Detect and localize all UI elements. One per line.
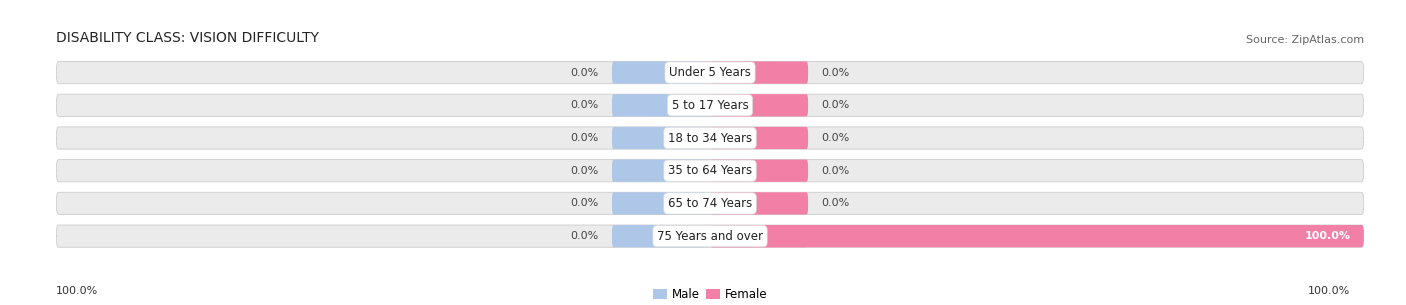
FancyBboxPatch shape — [56, 94, 1364, 117]
Text: Source: ZipAtlas.com: Source: ZipAtlas.com — [1246, 35, 1364, 45]
FancyBboxPatch shape — [612, 94, 710, 117]
FancyBboxPatch shape — [710, 160, 808, 182]
Text: Under 5 Years: Under 5 Years — [669, 66, 751, 79]
FancyBboxPatch shape — [56, 192, 1364, 214]
Text: 100.0%: 100.0% — [1305, 231, 1351, 241]
FancyBboxPatch shape — [56, 160, 1364, 182]
Legend: Male, Female: Male, Female — [648, 284, 772, 305]
Text: 35 to 64 Years: 35 to 64 Years — [668, 164, 752, 177]
Text: 0.0%: 0.0% — [821, 166, 849, 176]
FancyBboxPatch shape — [710, 62, 808, 84]
Text: DISABILITY CLASS: VISION DIFFICULTY: DISABILITY CLASS: VISION DIFFICULTY — [56, 31, 319, 45]
Text: 0.0%: 0.0% — [821, 199, 849, 208]
Text: 0.0%: 0.0% — [571, 199, 599, 208]
FancyBboxPatch shape — [56, 62, 1364, 84]
FancyBboxPatch shape — [612, 127, 710, 149]
Text: 75 Years and over: 75 Years and over — [657, 230, 763, 243]
Text: 65 to 74 Years: 65 to 74 Years — [668, 197, 752, 210]
FancyBboxPatch shape — [56, 225, 1364, 247]
Text: 0.0%: 0.0% — [571, 133, 599, 143]
FancyBboxPatch shape — [612, 225, 710, 247]
Text: 0.0%: 0.0% — [821, 133, 849, 143]
Text: 0.0%: 0.0% — [571, 68, 599, 77]
Text: 100.0%: 100.0% — [1308, 286, 1350, 296]
FancyBboxPatch shape — [612, 192, 710, 214]
FancyBboxPatch shape — [710, 192, 808, 214]
Text: 0.0%: 0.0% — [821, 68, 849, 77]
Text: 0.0%: 0.0% — [571, 166, 599, 176]
Text: 0.0%: 0.0% — [571, 100, 599, 110]
Text: 18 to 34 Years: 18 to 34 Years — [668, 131, 752, 145]
Text: 0.0%: 0.0% — [571, 231, 599, 241]
FancyBboxPatch shape — [612, 62, 710, 84]
FancyBboxPatch shape — [710, 94, 808, 117]
FancyBboxPatch shape — [612, 160, 710, 182]
FancyBboxPatch shape — [710, 225, 808, 247]
FancyBboxPatch shape — [56, 127, 1364, 149]
Text: 5 to 17 Years: 5 to 17 Years — [672, 99, 748, 112]
Text: 0.0%: 0.0% — [821, 100, 849, 110]
FancyBboxPatch shape — [710, 225, 1364, 247]
Text: 100.0%: 100.0% — [56, 286, 98, 296]
FancyBboxPatch shape — [710, 127, 808, 149]
